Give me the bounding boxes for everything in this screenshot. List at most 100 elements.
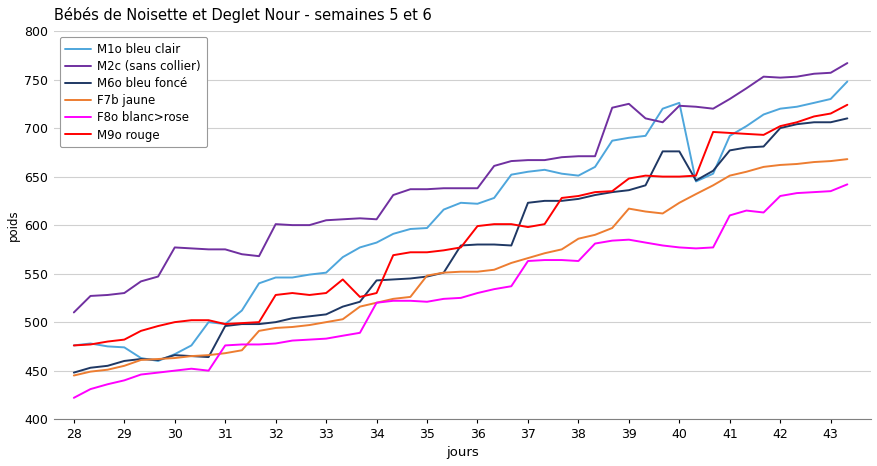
M2c (sans collier): [203, 247, 214, 252]
M1o bleu clair: [657, 106, 667, 111]
M6o bleu foncé: [606, 189, 617, 195]
F8o blanc>rose: [589, 241, 600, 247]
M1o bleu clair: [606, 138, 617, 144]
M6o bleu foncé: [337, 304, 347, 309]
M1o bleu clair: [639, 133, 650, 139]
Line: F8o blanc>rose: F8o blanc>rose: [74, 185, 846, 398]
M1o bleu clair: [556, 171, 567, 177]
M6o bleu foncé: [556, 198, 567, 204]
M9o rouge: [573, 193, 583, 199]
Line: F7b jaune: F7b jaune: [74, 159, 846, 376]
M1o bleu clair: [538, 167, 549, 172]
M9o rouge: [774, 123, 785, 129]
M2c (sans collier): [758, 74, 768, 80]
M6o bleu foncé: [270, 319, 281, 325]
M9o rouge: [522, 224, 532, 230]
F7b jaune: [270, 325, 281, 331]
M1o bleu clair: [337, 254, 347, 260]
M6o bleu foncé: [758, 144, 768, 149]
M1o bleu clair: [455, 200, 466, 206]
M2c (sans collier): [740, 85, 751, 91]
F7b jaune: [774, 162, 785, 168]
M2c (sans collier): [220, 247, 231, 252]
F7b jaune: [758, 164, 768, 170]
F7b jaune: [639, 209, 650, 214]
M9o rouge: [287, 290, 297, 296]
M6o bleu foncé: [103, 363, 113, 369]
F8o blanc>rose: [388, 298, 398, 303]
M6o bleu foncé: [740, 144, 751, 150]
M9o rouge: [556, 195, 567, 201]
M6o bleu foncé: [169, 352, 180, 358]
Line: M1o bleu clair: M1o bleu clair: [74, 82, 846, 361]
M9o rouge: [354, 294, 365, 300]
F7b jaune: [203, 352, 214, 358]
M1o bleu clair: [690, 178, 701, 184]
F7b jaune: [707, 183, 717, 188]
M6o bleu foncé: [505, 243, 516, 248]
M2c (sans collier): [186, 246, 196, 251]
M6o bleu foncé: [455, 243, 466, 248]
F8o blanc>rose: [538, 257, 549, 263]
F8o blanc>rose: [236, 342, 246, 347]
F8o blanc>rose: [674, 245, 684, 250]
M1o bleu clair: [824, 96, 835, 102]
M2c (sans collier): [623, 101, 633, 107]
M6o bleu foncé: [623, 187, 633, 193]
M9o rouge: [236, 320, 246, 326]
F7b jaune: [103, 367, 113, 372]
M1o bleu clair: [103, 343, 113, 349]
F7b jaune: [791, 161, 802, 167]
F8o blanc>rose: [791, 190, 802, 196]
M9o rouge: [169, 319, 180, 325]
F7b jaune: [85, 369, 96, 374]
M1o bleu clair: [287, 275, 297, 281]
M6o bleu foncé: [438, 270, 448, 275]
M9o rouge: [388, 253, 398, 258]
M9o rouge: [824, 111, 835, 116]
F7b jaune: [388, 296, 398, 302]
M6o bleu foncé: [119, 358, 130, 364]
M9o rouge: [758, 132, 768, 137]
M9o rouge: [153, 323, 163, 329]
F7b jaune: [236, 348, 246, 353]
M1o bleu clair: [320, 270, 331, 275]
F8o blanc>rose: [153, 370, 163, 376]
M1o bleu clair: [573, 173, 583, 178]
M1o bleu clair: [841, 79, 852, 84]
M1o bleu clair: [724, 133, 734, 139]
F7b jaune: [119, 363, 130, 369]
M2c (sans collier): [303, 222, 314, 228]
M2c (sans collier): [103, 292, 113, 298]
F8o blanc>rose: [455, 295, 466, 301]
F8o blanc>rose: [85, 386, 96, 392]
M1o bleu clair: [388, 231, 398, 237]
F8o blanc>rose: [220, 343, 231, 348]
F8o blanc>rose: [404, 298, 415, 303]
M2c (sans collier): [421, 186, 431, 192]
M9o rouge: [488, 221, 499, 227]
M6o bleu foncé: [236, 321, 246, 327]
M9o rouge: [203, 317, 214, 323]
M1o bleu clair: [303, 272, 314, 277]
M2c (sans collier): [791, 74, 802, 80]
M1o bleu clair: [236, 308, 246, 313]
M9o rouge: [455, 245, 466, 250]
F7b jaune: [68, 373, 79, 378]
M6o bleu foncé: [85, 365, 96, 370]
M6o bleu foncé: [690, 178, 701, 183]
M6o bleu foncé: [791, 122, 802, 127]
F7b jaune: [589, 232, 600, 238]
M2c (sans collier): [556, 154, 567, 160]
M6o bleu foncé: [674, 149, 684, 154]
M9o rouge: [724, 130, 734, 136]
Line: M6o bleu foncé: M6o bleu foncé: [74, 118, 846, 373]
F7b jaune: [186, 353, 196, 359]
M2c (sans collier): [841, 60, 852, 66]
F8o blanc>rose: [287, 338, 297, 343]
M6o bleu foncé: [371, 278, 381, 283]
M2c (sans collier): [824, 70, 835, 75]
M6o bleu foncé: [538, 198, 549, 204]
M1o bleu clair: [203, 319, 214, 325]
M1o bleu clair: [270, 275, 281, 281]
